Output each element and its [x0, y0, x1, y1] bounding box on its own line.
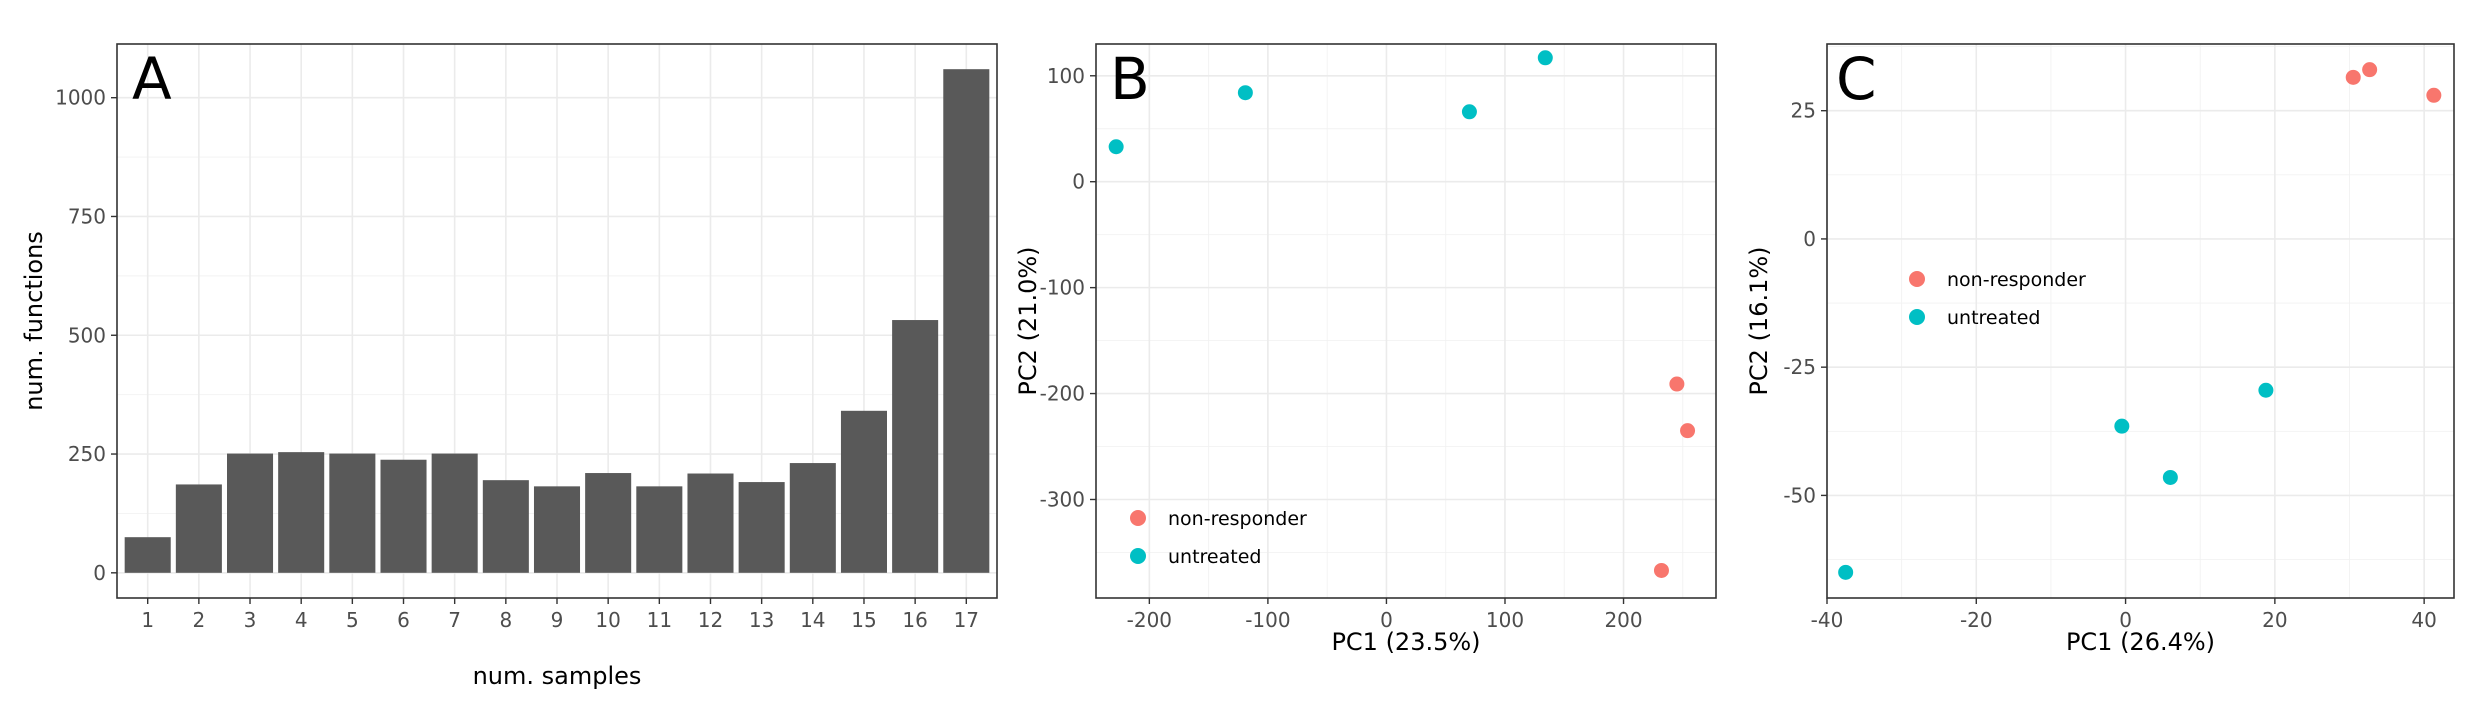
y-tick-label: 0	[1803, 227, 1816, 251]
x-tick-label: 14	[800, 608, 825, 632]
x-tick-label: 16	[902, 608, 927, 632]
y-tick-label: 0	[93, 561, 106, 585]
y-tick-label: 750	[68, 204, 106, 228]
plot-frame	[1826, 43, 2455, 599]
legend: non-responder untreated	[1909, 269, 2086, 329]
x-tick-label: 0	[1380, 608, 1393, 632]
bar	[431, 453, 478, 573]
bar	[533, 486, 581, 573]
x-tick-label: 7	[448, 608, 461, 632]
point-non-responder	[2345, 69, 2361, 85]
x-tick-label: -100	[1245, 608, 1290, 632]
y-axis-title: num. functions	[20, 231, 48, 411]
y-tick-label: -200	[1040, 382, 1085, 406]
bar	[124, 537, 171, 573]
point-untreated	[1237, 85, 1253, 101]
bar	[227, 453, 274, 573]
x-axis-title: num. samples	[473, 662, 642, 690]
x-tick-label: 11	[647, 608, 672, 632]
x-tick-label: 1	[141, 608, 154, 632]
point-non-responder	[2362, 62, 2378, 78]
x-tick-label: -200	[1127, 608, 1172, 632]
bar	[738, 482, 785, 573]
x-tick-label: 8	[499, 608, 512, 632]
x-tick-label: 3	[244, 608, 257, 632]
legend-key-untreated	[1130, 548, 1146, 564]
x-tick-label: 100	[1486, 608, 1524, 632]
point-untreated	[1537, 50, 1553, 66]
bar	[482, 480, 529, 573]
bar	[892, 320, 939, 573]
bar	[789, 463, 836, 573]
x-tick-label: 0	[2119, 608, 2132, 632]
bar	[380, 459, 427, 573]
x-tick-label: 2	[192, 608, 205, 632]
x-tick-label: 17	[954, 608, 979, 632]
legend-label: untreated	[1168, 546, 1261, 568]
bar	[840, 410, 887, 573]
bar	[329, 453, 376, 573]
legend: non-responder untreated	[1130, 508, 1307, 568]
x-tick-label: 13	[749, 608, 774, 632]
panel-letter: A	[132, 45, 172, 113]
x-tick-label: 9	[551, 608, 564, 632]
legend-key-non-responder	[1909, 271, 1925, 287]
bar	[175, 484, 222, 573]
x-axis-title: PC1 (26.4%)	[2066, 628, 2215, 656]
panel-b: 100 0 -100 -200 -300 -200 -100 0 100 200 PC1 (23.5…	[1014, 43, 1717, 656]
y-tick-label: 1000	[55, 86, 106, 110]
x-tick-label: 4	[295, 608, 308, 632]
bar	[585, 473, 632, 573]
point-untreated	[1108, 139, 1124, 155]
y-tick-label: 0	[1072, 170, 1085, 194]
point-non-responder	[1669, 376, 1685, 392]
y-tick-label: -25	[1783, 355, 1816, 379]
bar	[943, 69, 990, 573]
bar	[636, 486, 683, 573]
point-non-responder	[1653, 562, 1669, 578]
legend-key-non-responder	[1130, 510, 1146, 526]
x-tick-label: 200	[1604, 608, 1642, 632]
x-tick-label: 5	[346, 608, 359, 632]
y-tick-label: -100	[1040, 276, 1085, 300]
panel-letter: B	[1110, 45, 1150, 113]
point-untreated	[2162, 469, 2178, 485]
x-axis-title: PC1 (23.5%)	[1331, 628, 1480, 656]
x-tick-label: 10	[595, 608, 620, 632]
point-untreated	[1838, 564, 1854, 580]
y-tick-label: 25	[1791, 99, 1816, 123]
point-untreated	[2258, 382, 2274, 398]
legend-label: non-responder	[1168, 508, 1307, 530]
y-tick-label: 100	[1047, 64, 1085, 88]
x-tick-label: -40	[1811, 608, 1844, 632]
legend-label: untreated	[1947, 307, 2040, 329]
legend-label: non-responder	[1947, 269, 2086, 291]
x-tick-label: -20	[1960, 608, 1993, 632]
bar	[687, 473, 734, 573]
y-axis-title: PC2 (16.1%)	[1745, 246, 1773, 395]
y-tick-label: -300	[1040, 487, 1085, 511]
legend-key-untreated	[1909, 309, 1925, 325]
x-tick-label: 6	[397, 608, 410, 632]
x-tick-label: 15	[851, 608, 876, 632]
point-non-responder	[1680, 423, 1696, 439]
y-tick-label: 500	[68, 323, 106, 347]
panel-letter: C	[1836, 45, 1877, 113]
point-untreated	[1461, 104, 1477, 120]
y-tick-label: -50	[1783, 483, 1816, 507]
point-untreated	[2114, 418, 2130, 434]
plot-frame	[1095, 43, 1717, 599]
x-tick-label: 40	[2411, 608, 2436, 632]
plot-background	[1096, 44, 1716, 598]
panel-c: 25 0 -25 -50 -40 -20 0 20 40 PC1 (26.4%) PC2 (16.1…	[1745, 43, 2455, 656]
y-tick-label: 250	[68, 442, 106, 466]
point-non-responder	[2426, 87, 2442, 103]
y-axis-title: PC2 (21.0%)	[1014, 246, 1042, 395]
x-tick-label: 12	[698, 608, 723, 632]
x-tick-label: 20	[2262, 608, 2287, 632]
bar	[278, 452, 325, 573]
